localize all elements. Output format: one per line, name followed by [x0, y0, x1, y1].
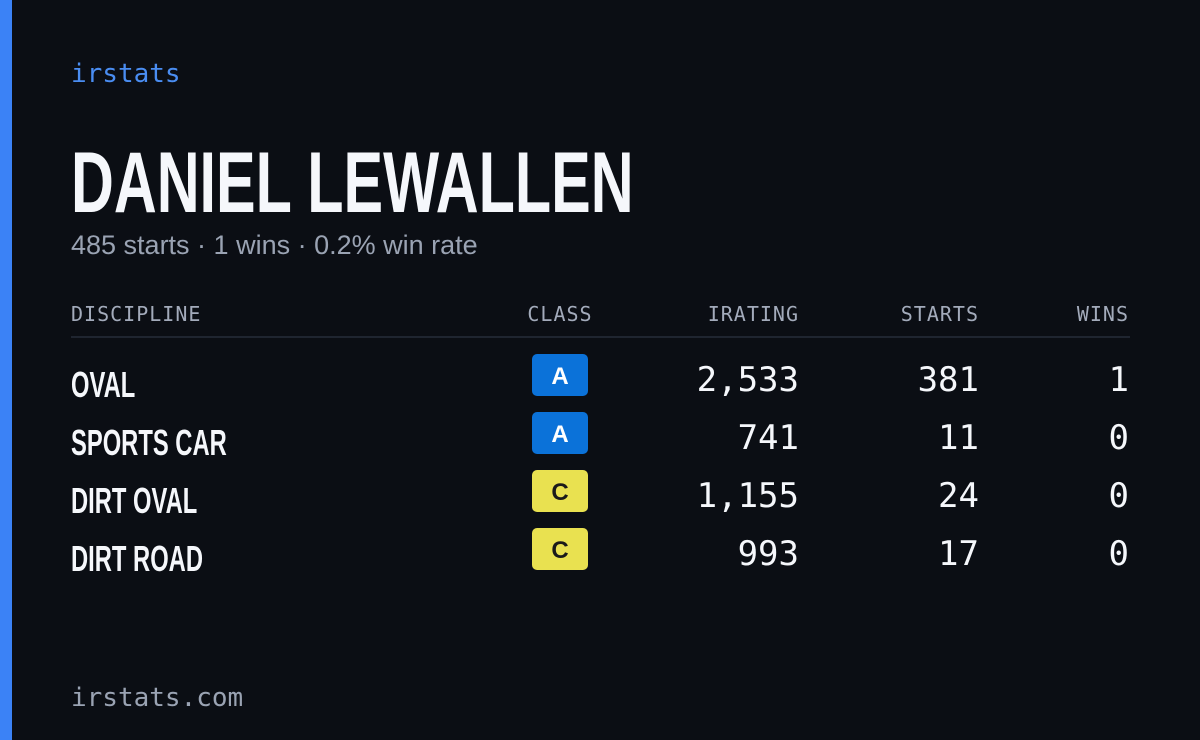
irating: 741: [738, 418, 799, 458]
starts: 381: [918, 360, 979, 400]
class-badge: [532, 412, 588, 454]
class-label: A: [551, 421, 568, 448]
irating: 1,155: [697, 476, 799, 516]
driver-summary: 485 starts · 1 wins · 0.2% win rate: [71, 230, 478, 260]
starts: 17: [938, 534, 979, 574]
column-header: WINS: [1077, 302, 1129, 326]
irating: 2,533: [697, 360, 799, 400]
class-badge: [532, 528, 588, 570]
class-badge: [532, 470, 588, 512]
wins: 0: [1109, 476, 1129, 516]
starts: 24: [938, 476, 979, 516]
column-header: IRATING: [708, 302, 799, 326]
accent-bar: [0, 0, 12, 740]
class-badge: [532, 354, 588, 396]
wins: 0: [1109, 534, 1129, 574]
discipline: SPORTS CAR: [71, 423, 227, 463]
brand: irstats: [71, 59, 181, 89]
column-header: DISCIPLINE: [71, 302, 201, 326]
irating: 993: [738, 534, 799, 574]
wins: 1: [1109, 360, 1129, 400]
driver-name: DANIEL LEWALLEN: [71, 134, 634, 231]
footer: irstats.com: [71, 683, 243, 713]
discipline: DIRT OVAL: [71, 481, 197, 521]
class-label: C: [551, 479, 568, 506]
wins: 0: [1109, 418, 1129, 458]
class-label: C: [551, 537, 568, 564]
discipline: DIRT ROAD: [71, 539, 203, 579]
discipline: OVAL: [71, 365, 135, 405]
column-header: CLASS: [527, 302, 592, 326]
class-label: A: [551, 363, 568, 390]
column-header: STARTS: [901, 302, 979, 326]
starts: 11: [938, 418, 979, 458]
